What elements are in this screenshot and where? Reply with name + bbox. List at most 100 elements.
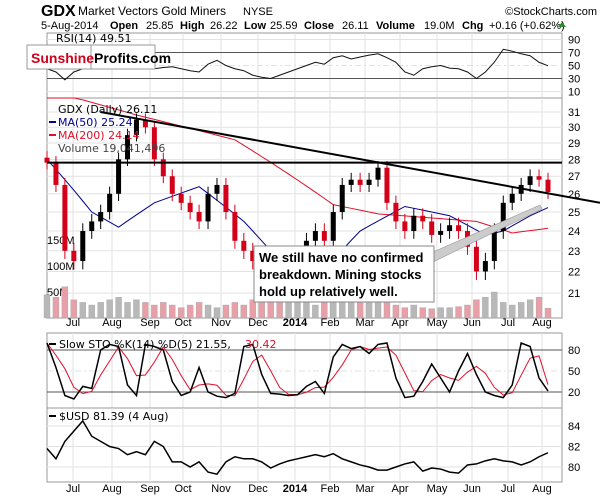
x-tick-label: Feb <box>321 483 340 495</box>
candle-body <box>545 179 551 193</box>
low-value: 25.59 <box>270 20 298 32</box>
candle-body <box>375 167 381 180</box>
volume-bar <box>535 297 543 319</box>
candle-body <box>312 231 318 241</box>
price-tick-label: 30 <box>568 122 580 134</box>
rsi-tick-label: 70 <box>568 48 580 60</box>
usd-panel <box>46 407 563 483</box>
annotation-box <box>253 245 435 303</box>
sto-k-line <box>46 341 549 400</box>
rsi-tick-label: 10 <box>568 87 580 99</box>
volume-bar <box>43 294 51 319</box>
volume-bar <box>97 302 104 319</box>
x-tick-label: Aug <box>532 317 552 329</box>
candle-body <box>223 184 229 213</box>
volume-bar <box>509 304 516 319</box>
candle-body <box>80 231 86 262</box>
volume-bar <box>169 304 176 319</box>
volume-bar <box>473 299 480 319</box>
rsi-tick-label: 50 <box>568 61 580 73</box>
rsi-tick-label: 30 <box>568 74 580 86</box>
volume-bar <box>330 299 337 319</box>
volume-bar <box>178 307 185 319</box>
usd-line <box>46 419 549 476</box>
candle-body <box>205 193 211 222</box>
price-tick-label: 21 <box>568 288 580 300</box>
candle-body <box>241 240 247 251</box>
chg-label: Chg <box>462 20 483 32</box>
candle-body <box>357 179 363 185</box>
candle-body <box>429 221 435 235</box>
volume-bar <box>294 302 301 319</box>
x-tick-label: Sep <box>140 483 160 495</box>
x-tick-label: Jul <box>66 317 80 329</box>
volume-bar <box>106 299 113 319</box>
volume-bar <box>500 302 507 319</box>
candle-body <box>366 179 372 185</box>
candle-body <box>482 261 488 272</box>
volume-bar <box>392 304 400 319</box>
sto-tick-label: 20 <box>568 387 580 399</box>
candle-body <box>89 221 95 232</box>
x-tick-label: Oct <box>174 317 191 329</box>
x-tick-label: Apr <box>391 317 408 329</box>
volume-bar <box>428 308 435 319</box>
rsi-legend: RSI(14) 49.51 <box>56 32 131 45</box>
sto-tick-label: 80 <box>568 345 580 357</box>
volume-bar <box>195 302 203 319</box>
x-tick-label: Jun <box>463 483 481 495</box>
usd-legend: $USD 81.39 (4 Aug) <box>59 410 169 423</box>
volume-bar <box>61 286 69 319</box>
candle-body <box>214 184 220 194</box>
stockcharts-credit[interactable]: ©StockCharts.com <box>505 6 597 18</box>
price-tick-label: 31 <box>568 107 580 119</box>
up-arrow-icon <box>558 22 566 27</box>
volume-bar <box>437 307 444 319</box>
volume-tick-label: 100M <box>47 261 75 273</box>
volume-bar <box>482 297 489 319</box>
high-value: 26.22 <box>210 20 238 32</box>
candle-body <box>107 193 113 213</box>
x-tick-label: May <box>427 483 448 495</box>
candle-body <box>169 176 175 194</box>
volume-bar <box>419 307 426 319</box>
volume-tick-label: 150M <box>47 235 75 247</box>
price-tick-label: 25 <box>568 207 580 219</box>
exchange: NYSE <box>243 6 273 18</box>
volume-bar <box>544 307 552 319</box>
open-label: Open <box>110 20 138 32</box>
volume-bar <box>142 302 149 319</box>
high-label: High <box>180 20 205 32</box>
ma200-legend: MA(200) 24.14 <box>58 129 140 142</box>
candle-body <box>44 157 50 163</box>
volume-bar <box>115 297 122 319</box>
chg-value: +0.16 (+0.62%) <box>489 20 565 32</box>
candle-body <box>178 193 184 203</box>
volume-bar <box>464 304 471 319</box>
x-tick-label: Mar <box>356 317 375 329</box>
volume-bar <box>160 302 167 319</box>
usd-tick-label: 80 <box>568 462 580 474</box>
candle-body <box>509 193 515 203</box>
price-tick-label: 29 <box>568 138 580 150</box>
sto-legend: Slow STO %K(14) %D(5) 21.55, <box>59 338 231 351</box>
x-tick-label: Apr <box>391 483 408 495</box>
candle-body <box>411 215 417 232</box>
x-tick-label: 2014 <box>283 483 308 495</box>
x-tick-label: Oct <box>174 483 191 495</box>
volume-bar <box>518 302 525 319</box>
volume-bar <box>356 302 364 319</box>
volume-bar <box>446 307 453 319</box>
volume-bar <box>133 299 140 319</box>
candle-body <box>62 184 68 251</box>
candle-body <box>53 162 59 185</box>
x-tick-label: Aug <box>102 317 122 329</box>
candle-body <box>160 159 166 177</box>
x-tick-label: Feb <box>321 317 340 329</box>
volume-bar <box>88 304 95 319</box>
annotation-line-2: breakdown. Mining stocks <box>259 267 422 282</box>
x-tick-label: Aug <box>532 483 552 495</box>
candle-body <box>420 215 426 222</box>
quote-line: Open 25.85 High 26.22 Low 25.59 Close 26… <box>110 20 566 32</box>
